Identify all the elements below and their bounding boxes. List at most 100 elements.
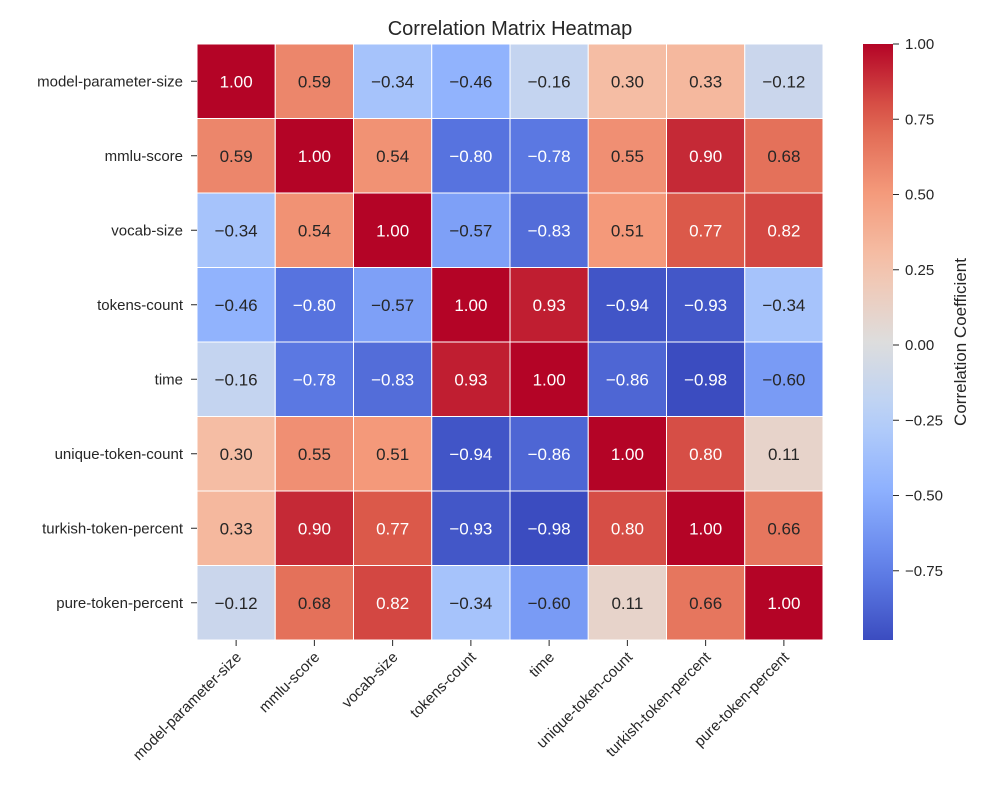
cell-value-label: −0.94 xyxy=(449,445,492,464)
cell-value-label: 0.54 xyxy=(298,221,331,240)
cell-value-label: 1.00 xyxy=(376,221,409,240)
colorbar-tick-label: 0.00 xyxy=(905,337,934,354)
cell-value-label: −0.34 xyxy=(762,296,805,315)
heatmap-cell xyxy=(196,43,276,119)
cell-value-label: 0.51 xyxy=(376,445,409,464)
colorbar-tick-label: 0.25 xyxy=(905,262,934,279)
heatmap-cell xyxy=(509,118,589,194)
heatmap-cell xyxy=(666,192,746,268)
y-tick-label: time xyxy=(155,371,183,388)
cell-value-label: −0.78 xyxy=(293,370,336,389)
cell-value-label: −0.34 xyxy=(215,221,258,240)
heatmap-cell xyxy=(353,490,433,566)
heatmap-cell xyxy=(666,341,746,417)
cell-value-label: −0.60 xyxy=(762,370,805,389)
cell-value-label: 0.68 xyxy=(767,147,800,166)
y-tick-label: pure-token-percent xyxy=(56,595,184,612)
cell-value-label: −0.80 xyxy=(293,296,336,315)
heatmap-cell xyxy=(509,565,589,641)
cell-value-label: 0.59 xyxy=(220,147,253,166)
cell-value-label: 0.90 xyxy=(298,519,331,538)
heatmap-cell xyxy=(431,341,511,417)
cell-value-label: 0.82 xyxy=(767,221,800,240)
cell-value-label: 1.00 xyxy=(220,72,253,91)
cell-value-label: 1.00 xyxy=(767,594,800,613)
y-tick-label: turkish-token-percent xyxy=(42,520,184,537)
heatmap-cell xyxy=(509,416,589,492)
heatmap-cell xyxy=(509,192,589,268)
colorbar-tick-label: 0.75 xyxy=(905,111,934,128)
colorbar-gradient xyxy=(863,44,893,640)
cell-value-label: −0.93 xyxy=(449,519,492,538)
cell-value-label: −0.86 xyxy=(606,370,649,389)
column-labels: model-parameter-size mmlu-score vocab-size… xyxy=(130,640,793,764)
colorbar-tick-label: −0.25 xyxy=(905,412,943,429)
cell-value-label: −0.93 xyxy=(684,296,727,315)
heatmap-cell xyxy=(587,192,667,268)
cell-value-label: −0.57 xyxy=(449,221,492,240)
cell-value-label: 0.54 xyxy=(376,147,409,166)
cell-value-label: 0.30 xyxy=(611,72,644,91)
cell-value-label: 0.30 xyxy=(220,445,253,464)
heatmap-cell xyxy=(744,118,824,194)
x-tick-label: mmlu-score xyxy=(256,649,323,716)
heatmap-cell xyxy=(431,43,511,119)
heatmap-cell xyxy=(353,341,433,417)
heatmap-cell xyxy=(431,192,511,268)
heatmap-cell xyxy=(587,416,667,492)
cell-value-label: 0.66 xyxy=(689,594,722,613)
y-tick-label: tokens-count xyxy=(97,297,184,314)
cell-value-label: 0.11 xyxy=(611,594,643,613)
heatmap-cell xyxy=(353,43,433,119)
heatmap-cell xyxy=(353,416,433,492)
heatmap-cell xyxy=(274,490,354,566)
cell-value-label: −0.98 xyxy=(684,370,727,389)
heatmap-cell xyxy=(509,341,589,417)
y-tick-label: mmlu-score xyxy=(105,148,183,165)
cell-value-label: −0.12 xyxy=(762,72,805,91)
cell-value-label: 0.80 xyxy=(689,445,722,464)
cell-value-label: −0.94 xyxy=(606,296,649,315)
heatmap-cell xyxy=(353,565,433,641)
heatmap-cell xyxy=(274,43,354,119)
cell-value-label: −0.16 xyxy=(528,72,571,91)
cell-value-label: −0.34 xyxy=(449,594,492,613)
heatmap-cell xyxy=(744,416,824,492)
cell-value-label: 0.55 xyxy=(298,445,331,464)
cell-value-label: 0.80 xyxy=(611,519,644,538)
cell-value-label: 1.00 xyxy=(689,519,722,538)
y-tick-label: model-parameter-size xyxy=(37,73,183,90)
heatmap-cell xyxy=(353,267,433,343)
heatmap-cell xyxy=(274,416,354,492)
cell-value-label: −0.80 xyxy=(449,147,492,166)
heatmap-cell xyxy=(744,341,824,417)
heatmap-cell xyxy=(744,192,824,268)
cell-value-label: −0.60 xyxy=(528,594,571,613)
heatmap-cell xyxy=(666,490,746,566)
cell-value-label: 1.00 xyxy=(611,445,644,464)
cell-annotations: 1.00 0.59 −0.34 −0.46 −0.16 0.30 0.33 −0.12 0.59… xyxy=(215,72,806,613)
heatmap-cell xyxy=(509,490,589,566)
heatmap-cell xyxy=(744,490,824,566)
colorbar-tick-label: −0.75 xyxy=(905,563,943,580)
cell-value-label: 0.82 xyxy=(376,594,409,613)
cell-value-label: 1.00 xyxy=(298,147,331,166)
heatmap-cell xyxy=(744,565,824,641)
heatmap-cells xyxy=(196,43,824,641)
cell-value-label: 0.11 xyxy=(768,445,800,464)
chart-title: Correlation Matrix Heatmap xyxy=(388,18,633,40)
cell-value-label: 0.68 xyxy=(298,594,331,613)
heatmap-cell xyxy=(274,192,354,268)
heatmap-cell xyxy=(587,118,667,194)
heatmap-cell xyxy=(431,118,511,194)
heatmap-cell xyxy=(509,43,589,119)
cell-value-label: 1.00 xyxy=(454,296,487,315)
cell-value-label: −0.78 xyxy=(528,147,571,166)
heatmap-cell xyxy=(587,490,667,566)
heatmap-cell xyxy=(666,416,746,492)
cell-value-label: −0.83 xyxy=(528,221,571,240)
y-tick-label: vocab-size xyxy=(111,222,183,239)
cell-value-label: 0.93 xyxy=(533,296,566,315)
